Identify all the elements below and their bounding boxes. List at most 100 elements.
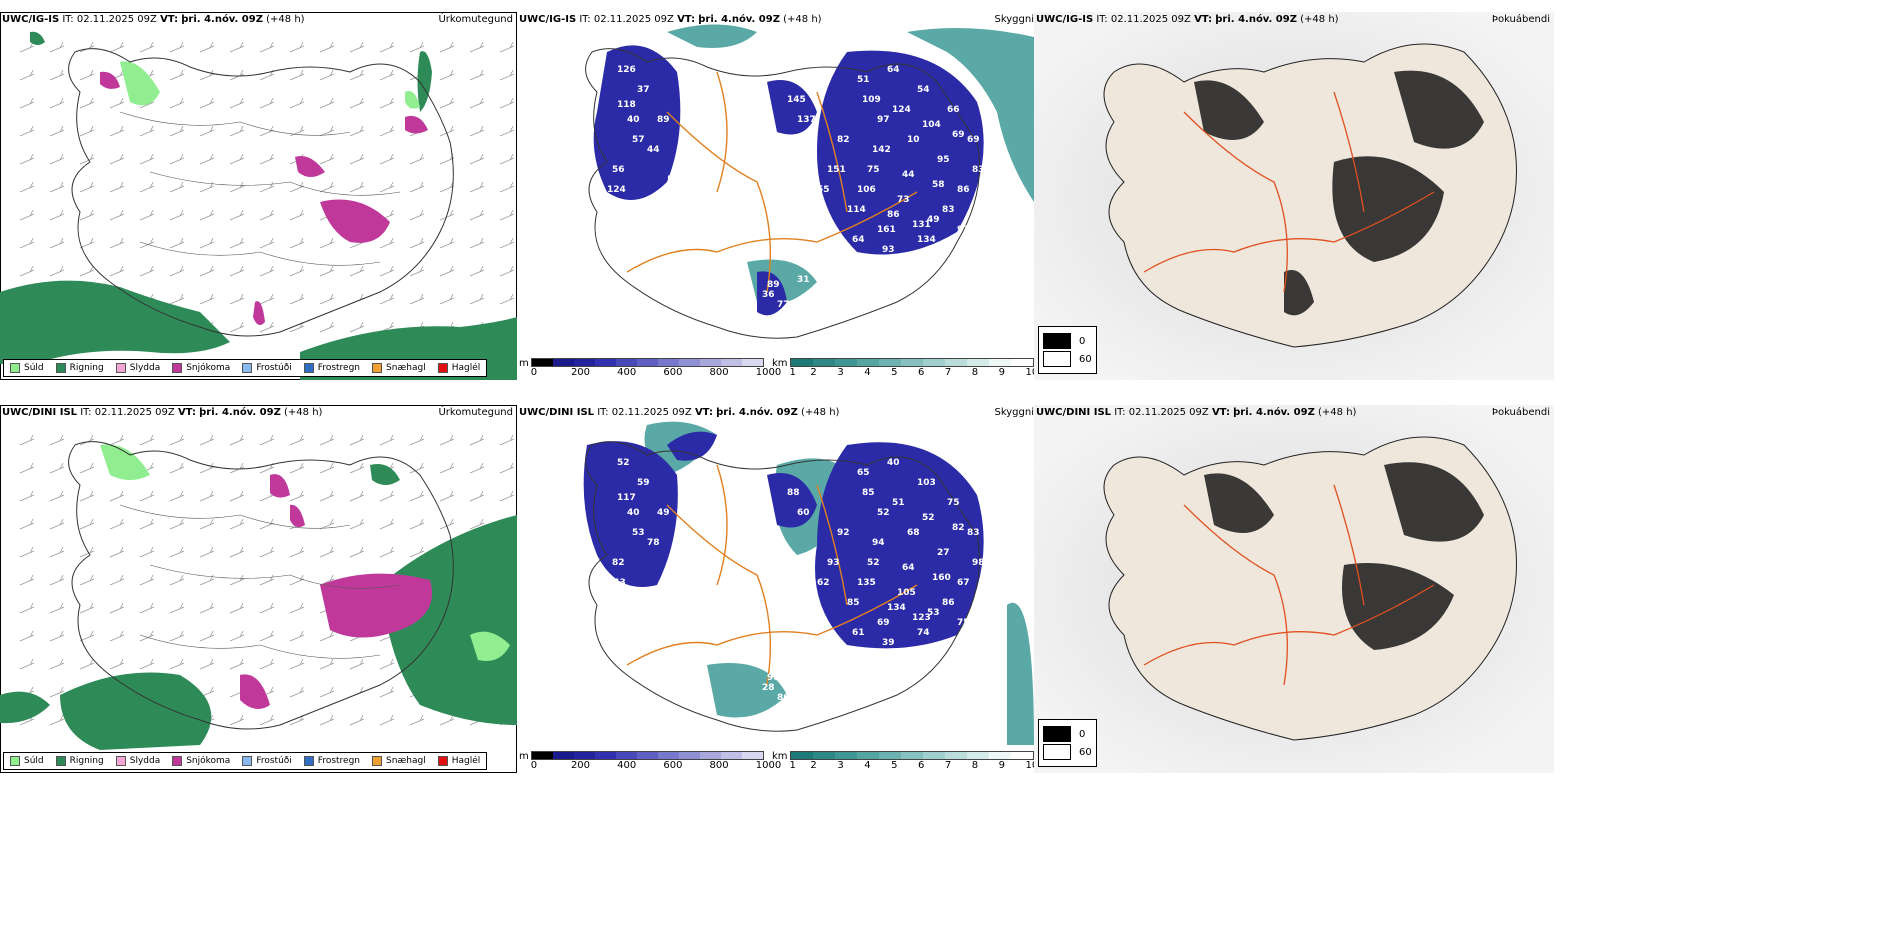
- panel-title: UWC/IG-IS IT: 02.11.2025 09Z VT: þri. 4.…: [2, 14, 305, 25]
- wind-barb: [139, 630, 155, 642]
- legend-swatch: [437, 756, 448, 766]
- legend-swatch: [242, 756, 253, 766]
- wind-barb: [409, 518, 425, 530]
- precip-type-panel-bottom: UWC/DINI ISL IT: 02.11.2025 09Z VT: þri.…: [0, 405, 517, 773]
- colorbar-cell: [636, 359, 658, 366]
- wind-barb: [199, 293, 215, 305]
- ceiling-value-label: 52: [617, 458, 630, 468]
- ceiling-value-label: 98: [767, 673, 780, 683]
- wind-barb: [349, 490, 365, 502]
- panel-title: UWC/IG-IS IT: 02.11.2025 09Z VT: þri. 4.…: [519, 14, 822, 25]
- legend-swatch: [242, 363, 253, 373]
- wind-barb: [259, 41, 275, 53]
- wind-barb: [439, 181, 455, 193]
- iceland-coastline: [68, 48, 454, 337]
- wind-barb: [169, 125, 185, 137]
- legend-item: Súld: [10, 756, 44, 766]
- wind-barb: [109, 153, 125, 165]
- wind-barb: [349, 714, 365, 726]
- wind-barb: [319, 714, 335, 726]
- wind-barb: [139, 153, 155, 165]
- wind-barb: [319, 97, 335, 109]
- legend-item: Frostúði: [242, 756, 292, 766]
- wind-barb: [169, 462, 185, 474]
- wind-barb: [379, 181, 395, 193]
- ceiling-value-label: 86: [777, 693, 790, 703]
- precip-map: [0, 434, 517, 750]
- ceiling-value-label: 62: [817, 578, 830, 588]
- wind-barb: [319, 490, 335, 502]
- ceiling-value-label: 64: [852, 235, 865, 245]
- colorbar-tick: 600: [663, 367, 683, 378]
- variable-label: Þokuábendi: [1491, 14, 1550, 25]
- ceiling-vis-panel-bottom: 52 59 40 78 82 66 65 40 103 75 52 68 27 52 105 53 67 85 69…: [517, 405, 1034, 773]
- wind-barb: [289, 69, 305, 81]
- colorbar-cell: [812, 359, 835, 366]
- wind-barb: [319, 41, 335, 53]
- wind-barb: [349, 518, 365, 530]
- precip-type-panel-top: UWC/IG-IS IT: 02.11.2025 09Z VT: þri. 4.…: [0, 12, 517, 380]
- legend-label: Snjókoma: [186, 756, 231, 766]
- wind-barb: [469, 181, 485, 193]
- ceiling-value-label: 60: [797, 508, 810, 518]
- ceiling-value-label: 118: [617, 100, 636, 110]
- wind-barb: [79, 69, 95, 81]
- visibility-colorbar-cells: [789, 751, 1034, 760]
- colorbar-tick: 0: [530, 367, 538, 378]
- ceiling-value-label: 102: [677, 548, 696, 558]
- wind-barb: [289, 546, 305, 558]
- internal-contours: [119, 504, 401, 659]
- wind-barb: [289, 181, 305, 193]
- ceiling-value-label: 40: [887, 458, 900, 468]
- wind-barb: [469, 518, 485, 530]
- ceiling-unit: m: [519, 751, 529, 762]
- ceiling-value-label: 53: [632, 528, 645, 538]
- wind-barb: [259, 181, 275, 193]
- legend-swatch: [172, 756, 183, 766]
- legend-item: Súld: [10, 363, 44, 373]
- ceiling-value-label: 68: [907, 528, 920, 538]
- wind-barb: [229, 518, 245, 530]
- wind-barb: [79, 125, 95, 137]
- ceiling-value-label: 151: [827, 165, 846, 175]
- ceiling-value-label: 66: [667, 568, 680, 578]
- wind-barb: [109, 518, 125, 530]
- wind-barb: [409, 434, 425, 446]
- ceiling-value-label: 93: [882, 245, 895, 255]
- wind-barb: [19, 658, 35, 670]
- wind-barb: [49, 714, 65, 726]
- wind-barb: [79, 546, 95, 558]
- ceiling-value-label: 69: [877, 618, 890, 628]
- wind-barb: [259, 237, 275, 249]
- legend-swatch: [55, 363, 66, 373]
- wind-barb: [469, 293, 485, 305]
- wind-barb: [439, 41, 455, 53]
- colorbar-cell: [720, 752, 742, 759]
- ceiling-value-labels: 5259407882666540103755268275210553678569…: [607, 458, 985, 703]
- wind-barb: [139, 209, 155, 221]
- wind-barb: [439, 265, 455, 277]
- wind-barb: [229, 462, 245, 474]
- wind-barb: [349, 153, 365, 165]
- visibility-area: [667, 24, 1034, 305]
- ceiling-value-label: 61: [852, 628, 865, 638]
- colorbar-cell: [988, 752, 1011, 759]
- wind-barb: [79, 265, 95, 277]
- wind-barb: [259, 293, 275, 305]
- wind-barb: [469, 153, 485, 165]
- legend-item: Frostregn: [303, 756, 360, 766]
- variable-label: Þokuábendi: [1491, 407, 1550, 418]
- ceiling-value-label: 104: [922, 120, 941, 130]
- wind-barb: [19, 97, 35, 109]
- visibility-colorbar: km 1 2 3 4 5 6 7 8 9 10: [772, 751, 1034, 771]
- wind-barb: [79, 237, 95, 249]
- colorbar-tick: 9: [998, 367, 1006, 378]
- ceiling-value-label: 93: [827, 558, 840, 568]
- wind-barb: [49, 209, 65, 221]
- legend-label: Slydda: [129, 756, 161, 766]
- ceiling-value-label: 73: [897, 195, 910, 205]
- legend-label: Snæhagl: [386, 756, 426, 766]
- colorbar-cell: [944, 752, 967, 759]
- wind-barb: [229, 574, 245, 586]
